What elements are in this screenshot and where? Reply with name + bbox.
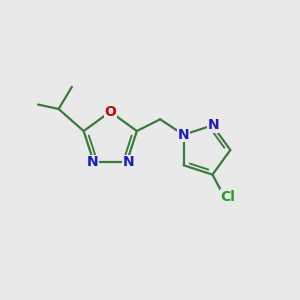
Text: O: O bbox=[104, 105, 116, 119]
Text: N: N bbox=[86, 155, 98, 169]
Text: N: N bbox=[208, 118, 220, 132]
Text: N: N bbox=[178, 128, 189, 142]
Text: N: N bbox=[122, 155, 134, 169]
Text: Cl: Cl bbox=[220, 190, 235, 204]
